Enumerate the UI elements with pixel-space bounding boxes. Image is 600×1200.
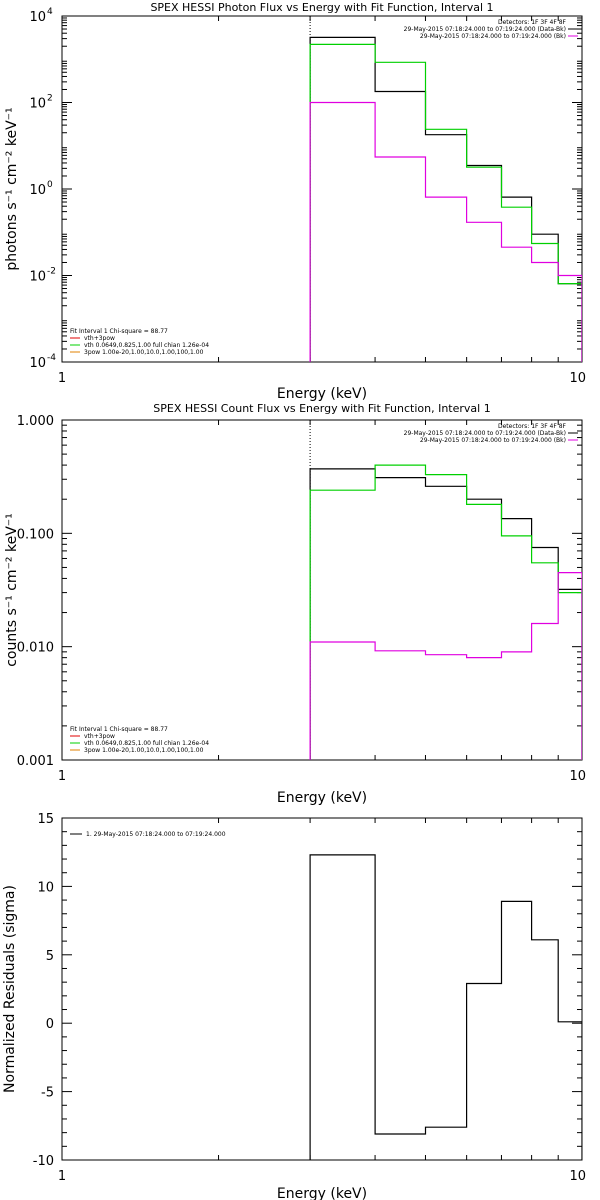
chart-title: SPEX HESSI Photon Flux vs Energy with Fi… <box>150 1 493 14</box>
series-1-step-line <box>309 854 582 1160</box>
x-tick-label: 1 <box>58 371 66 386</box>
legend-entry: 3pow 1.00e-20,1.00,10.0,1.00,100,1.00 <box>84 349 204 356</box>
legend-entry: vth 0.0649,0.825,1.00 full chian 1.26e-0… <box>84 740 209 747</box>
y-tick-label: 10 <box>29 97 46 112</box>
chart-panel-1: SPEX HESSI Photon Flux vs Energy with Fi… <box>4 1 586 402</box>
y-axis-label: Normalized Residuals (sigma) <box>2 885 18 1093</box>
series-3-step-line <box>309 572 582 760</box>
legend-entry: vth+3pow <box>84 733 115 740</box>
y-tick-exponent: 0 <box>47 180 53 190</box>
series-2-step-line <box>309 464 582 760</box>
series-1-step-line <box>309 36 582 362</box>
y-tick-label: 0.001 <box>17 754 54 769</box>
y-tick-label: 10 <box>37 880 54 895</box>
legend-entry: vth 0.0649,0.825,1.00 full chian 1.26e-0… <box>84 342 209 349</box>
series-2-step-line <box>309 43 582 362</box>
y-tick-label: 10 <box>29 183 46 198</box>
y-tick-exponent: -4 <box>47 353 56 363</box>
x-axis-label: Energy (keV) <box>277 1186 367 1200</box>
y-tick-label: 10 <box>29 356 46 371</box>
legend-top-right-entry: Detectors: 1F 3F 4F 8F <box>498 423 567 430</box>
y-tick-label: 1.000 <box>17 414 54 429</box>
x-axis-label: Energy (keV) <box>277 790 367 806</box>
legend-top-right-entry: 29-May-2015 07:18:24.000 to 07:19:24.000… <box>404 430 566 437</box>
y-axis-label: photons s⁻¹ cm⁻² keV⁻¹ <box>4 107 20 270</box>
y-tick-label: 5 <box>46 949 54 964</box>
chart-panel-2: SPEX HESSI Count Flux vs Energy with Fit… <box>4 402 586 806</box>
y-tick-label: -10 <box>33 1154 54 1169</box>
chart-panel-3: Energy (keV) Normalized Residuals (sigma)… <box>2 812 586 1200</box>
x-tick-label: 1 <box>58 1169 66 1184</box>
legend-entry: vth+3pow <box>84 335 115 342</box>
legend-top-right-entry: Detectors: 1F 3F 4F 8F <box>498 19 567 26</box>
legend-top-right-entry: 29-May-2015 07:18:24.000 to 07:19:24.000… <box>420 437 566 444</box>
y-tick-label: 10 <box>29 270 46 285</box>
legend-entry: Fit Interval 1 Chi-square = 88.77 <box>70 726 168 733</box>
chart-title: SPEX HESSI Count Flux vs Energy with Fit… <box>153 402 490 415</box>
data-area <box>309 16 582 362</box>
data-area <box>309 420 582 760</box>
x-tick-label: 10 <box>569 371 586 386</box>
x-tick-label: 10 <box>569 769 586 784</box>
plot-frame <box>61 419 583 761</box>
y-tick-exponent: 2 <box>47 94 53 104</box>
plot-frame <box>61 15 583 363</box>
y-tick-label: 0.010 <box>17 641 54 656</box>
y-tick-label: 0.100 <box>17 527 54 542</box>
legend-top-right-entry: 29-May-2015 07:18:24.000 to 07:19:24.000… <box>420 33 566 40</box>
legend-entry: Fit Interval 1 Chi-square = 88.77 <box>70 328 168 335</box>
x-axis-label: Energy (keV) <box>277 386 367 402</box>
x-tick-label: 1 <box>58 769 66 784</box>
legend-entry: 3pow 1.00e-20,1.00,10.0,1.00,100,1.00 <box>84 747 204 754</box>
plot-frame <box>61 817 583 1161</box>
series-3-step-line <box>309 101 582 362</box>
y-tick-exponent: 4 <box>47 7 53 17</box>
series-1-step-line <box>309 468 582 760</box>
legend-entry: 1. 29-May-2015 07:18:24.000 to 07:19:24.… <box>86 831 226 838</box>
x-tick-label: 10 <box>569 1169 586 1184</box>
y-tick-exponent: -2 <box>47 267 56 277</box>
legend-top-right-entry: 29-May-2015 07:18:24.000 to 07:19:24.000… <box>404 26 566 33</box>
y-tick-label: 0 <box>46 1017 54 1032</box>
y-tick-label: -5 <box>41 1086 54 1101</box>
y-tick-label: 15 <box>37 812 54 827</box>
data-area <box>309 854 582 1160</box>
y-tick-label: 10 <box>29 10 46 25</box>
y-axis-label: counts s⁻¹ cm⁻² keV⁻¹ <box>4 513 20 667</box>
